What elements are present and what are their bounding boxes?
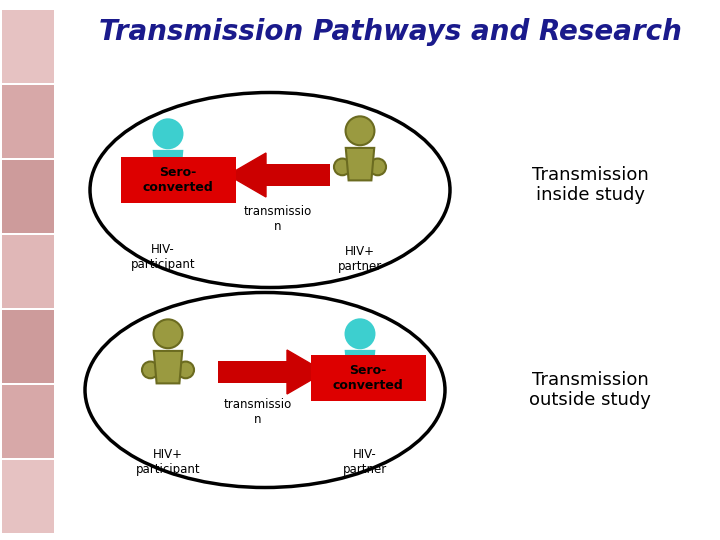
Text: HIV+
participant: HIV+ participant <box>135 448 200 476</box>
Circle shape <box>346 319 374 348</box>
FancyBboxPatch shape <box>218 361 287 383</box>
Circle shape <box>153 319 182 348</box>
Circle shape <box>153 119 182 148</box>
Text: HIV-
participant: HIV- participant <box>131 243 195 271</box>
Circle shape <box>142 161 158 178</box>
Polygon shape <box>154 151 182 184</box>
FancyBboxPatch shape <box>2 310 54 383</box>
FancyBboxPatch shape <box>120 157 235 203</box>
Polygon shape <box>154 351 182 383</box>
Text: Transmission
outside study: Transmission outside study <box>529 370 651 409</box>
FancyBboxPatch shape <box>2 235 54 308</box>
Text: HIV+
partner: HIV+ partner <box>338 245 382 273</box>
Circle shape <box>142 362 158 378</box>
Circle shape <box>369 362 386 378</box>
Polygon shape <box>287 350 325 394</box>
Polygon shape <box>228 153 266 197</box>
FancyBboxPatch shape <box>2 160 54 233</box>
Circle shape <box>177 161 194 178</box>
Text: transmissio
n: transmissio n <box>224 398 292 426</box>
FancyBboxPatch shape <box>2 85 54 158</box>
Ellipse shape <box>85 293 445 488</box>
FancyBboxPatch shape <box>310 355 426 401</box>
Text: Transmission
inside study: Transmission inside study <box>531 166 649 205</box>
Text: transmissio
n: transmissio n <box>244 205 312 233</box>
Text: Transmission Pathways and Research: Transmission Pathways and Research <box>99 18 681 46</box>
FancyBboxPatch shape <box>266 164 330 186</box>
Ellipse shape <box>90 92 450 287</box>
Circle shape <box>369 159 386 176</box>
FancyBboxPatch shape <box>2 385 54 458</box>
FancyBboxPatch shape <box>2 10 54 83</box>
Circle shape <box>334 362 351 378</box>
Polygon shape <box>346 351 374 383</box>
Text: Sero-
converted: Sero- converted <box>333 364 403 392</box>
Circle shape <box>346 116 374 145</box>
Text: Sero-
converted: Sero- converted <box>143 166 213 194</box>
Text: HIV-
partner: HIV- partner <box>343 448 387 476</box>
FancyBboxPatch shape <box>2 460 54 533</box>
Circle shape <box>177 362 194 378</box>
Polygon shape <box>346 148 374 180</box>
Circle shape <box>334 159 351 176</box>
